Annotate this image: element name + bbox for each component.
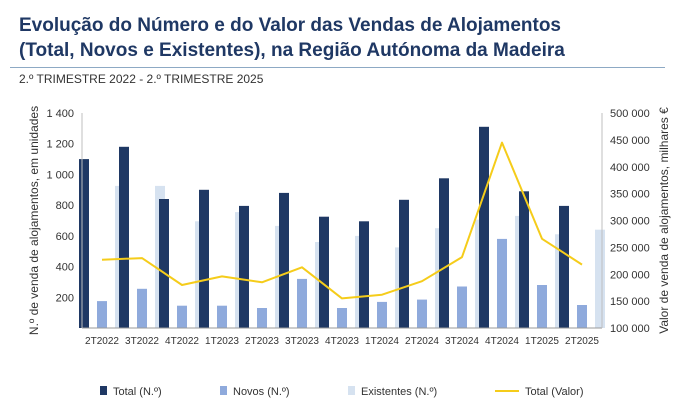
y-right-tick-label-200000: 200 000	[610, 269, 650, 281]
bar-total-n-3t2024	[439, 178, 449, 328]
bar-total-n-4t2023	[319, 216, 329, 328]
bar-novos-n-1t2024	[377, 301, 387, 328]
bar-total-n-2t2025	[559, 205, 569, 328]
y-tick-label-1200: 1 200	[46, 139, 74, 151]
legend-label-total-n: Total (N.º)	[113, 386, 162, 398]
x-tick-label-4t2024: 4T2024	[485, 336, 519, 347]
legend-swatch-novos-n	[220, 386, 227, 395]
y-axis-title-left: N.º de venda de alojamentos, em unidades	[27, 106, 41, 335]
bar-existentes-n-2t2025	[595, 229, 605, 328]
chart-subtitle: 2.º TRIMESTRE 2022 - 2.º TRIMESTRE 2025	[19, 72, 264, 86]
x-tick-label-1t2025: 1T2025	[525, 336, 559, 347]
bar-novos-n-2t2022	[97, 301, 107, 328]
y-right-tick-label-350000: 350 000	[610, 189, 650, 201]
x-tick-label-4t2023: 4T2023	[325, 336, 359, 347]
x-tick-label-3t2024: 3T2024	[445, 336, 479, 347]
bar-total-n-4t2024	[479, 126, 489, 328]
bar-novos-n-2t2023	[257, 308, 267, 328]
bar-total-n-1t2025	[519, 191, 529, 328]
legend-swatch-total-n	[100, 386, 107, 395]
bar-novos-n-1t2023	[217, 305, 227, 328]
bar-total-n-2t2024	[399, 199, 409, 328]
y-right-tick-label-250000: 250 000	[610, 242, 650, 254]
y-right-tick-label-100000: 100 000	[610, 323, 650, 335]
chart-title-line-1: Evolução do Número e do Valor das Vendas…	[19, 15, 561, 36]
y-axis-title-right: Valor de venda de alojamentos, milhares …	[657, 107, 671, 334]
x-tick-label-1t2024: 1T2024	[365, 336, 399, 347]
bar-novos-n-4t2023	[337, 308, 347, 328]
x-tick-label-2t2025: 2T2025	[565, 336, 599, 347]
legend-label-novos-n: Novos (N.º)	[233, 386, 290, 398]
y-tick-label-1000: 1 000	[46, 169, 74, 181]
title-divider	[10, 67, 665, 68]
bar-total-n-3t2022	[119, 146, 129, 328]
y-tick-label-600: 600	[56, 231, 74, 243]
y-right-tick-label-150000: 150 000	[610, 296, 650, 308]
x-tick-label-2t2022: 2T2022	[85, 336, 119, 347]
chart-title-line-2: (Total, Novos e Existentes), na Região A…	[19, 40, 565, 61]
bar-novos-n-3t2022	[137, 288, 147, 328]
bar-novos-n-3t2023	[297, 278, 307, 328]
x-tick-label-2t2024: 2T2024	[405, 336, 439, 347]
y-tick-label-1400: 1 400	[46, 108, 74, 120]
legend-label-existentes-n: Existentes (N.º)	[361, 386, 437, 398]
y-right-tick-label-500000: 500 000	[610, 108, 650, 120]
x-tick-label-3t2022: 3T2022	[125, 336, 159, 347]
x-tick-label-4t2022: 4T2022	[165, 336, 199, 347]
x-tick-label-2t2023: 2T2023	[245, 336, 279, 347]
bar-total-n-4t2022	[159, 199, 169, 328]
bar-novos-n-4t2022	[177, 305, 187, 328]
bar-total-n-1t2023	[199, 189, 209, 328]
bar-novos-n-1t2025	[537, 285, 547, 328]
legend-swatch-existentes-n	[348, 386, 355, 395]
bar-novos-n-4t2024	[497, 238, 507, 328]
bar-total-n-3t2023	[279, 192, 289, 328]
chart-title: Evolução do Número e do Valor das Vendas…	[19, 13, 679, 63]
bar-novos-n-3t2024	[457, 286, 467, 328]
bar-novos-n-2t2024	[417, 299, 427, 328]
y-right-tick-label-450000: 450 000	[610, 135, 650, 147]
y-tick-label-400: 400	[56, 262, 74, 274]
bar-total-n-2t2023	[239, 205, 249, 328]
legend-label-total-valor: Total (Valor)	[525, 386, 583, 398]
y-right-tick-label-400000: 400 000	[610, 162, 650, 174]
y-tick-label-200: 200	[56, 292, 74, 304]
y-tick-label-800: 800	[56, 200, 74, 212]
bar-total-n-1t2024	[359, 221, 369, 328]
y-right-tick-label-300000: 300 000	[610, 216, 650, 228]
bar-total-n-2t2022	[79, 159, 89, 328]
x-tick-label-3t2023: 3T2023	[285, 336, 319, 347]
line-total-valor	[101, 141, 583, 300]
bar-novos-n-2t2025	[577, 305, 587, 328]
x-tick-label-1t2023: 1T2023	[205, 336, 239, 347]
